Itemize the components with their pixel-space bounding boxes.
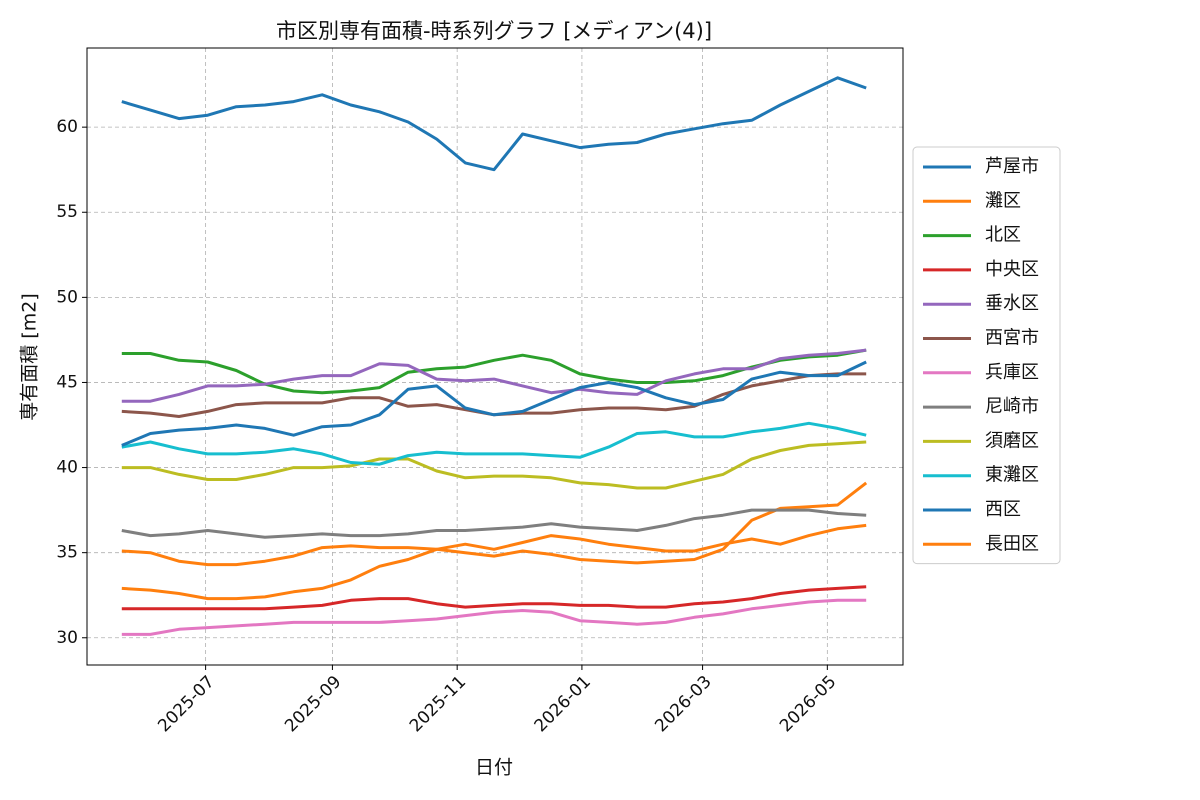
legend-label: 西宮市	[985, 328, 1039, 349]
series-line	[121, 360, 867, 447]
series-line	[121, 348, 867, 403]
legend-label: 北区	[985, 225, 1021, 246]
chart-title: 市区別専有面積-時系列グラフ [メディアン(4)]	[276, 19, 712, 43]
legend-box	[912, 146, 1061, 565]
series-line	[121, 508, 867, 539]
legend-label: 尼崎市	[985, 396, 1039, 417]
legend-label: 兵庫区	[985, 362, 1039, 383]
series-line	[121, 598, 867, 636]
legend-label: 灘区	[985, 190, 1021, 211]
legend-label: 東灘区	[985, 465, 1039, 486]
y-tick-label: 40	[56, 458, 78, 478]
legend-label: 長田区	[985, 533, 1039, 554]
series-line	[121, 440, 867, 490]
plot-frame	[86, 47, 904, 666]
y-tick-label: 30	[56, 628, 78, 648]
legend-label: 西区	[985, 499, 1021, 520]
legend-label: 中央区	[985, 259, 1039, 280]
legend-label: 芦屋市	[985, 156, 1039, 177]
y-tick-label: 45	[56, 372, 78, 392]
legend-label: 垂水区	[985, 293, 1039, 314]
series-line	[121, 481, 868, 567]
y-tick-label: 50	[56, 287, 78, 307]
series-line	[121, 421, 867, 466]
y-tick-label: 55	[56, 202, 78, 222]
y-tick-label: 35	[56, 543, 78, 563]
series-line	[121, 76, 867, 172]
series-line	[121, 523, 867, 601]
series-line	[121, 585, 867, 611]
x-axis-label: 日付	[475, 757, 513, 779]
y-tick-label: 60	[56, 117, 78, 137]
y-axis-label: 専有面積 [m2]	[19, 293, 41, 420]
legend-label: 須磨区	[985, 430, 1039, 451]
